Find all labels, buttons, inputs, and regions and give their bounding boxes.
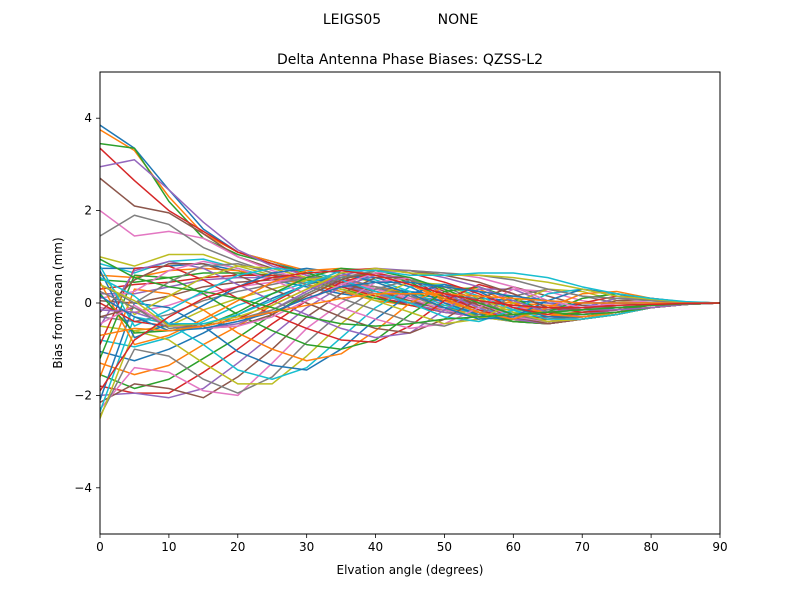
x-tick-label: 40 xyxy=(368,540,383,554)
x-tick-label: 70 xyxy=(575,540,590,554)
series-line-54 xyxy=(100,269,720,392)
x-tick-label: 30 xyxy=(299,540,314,554)
series-line-30 xyxy=(100,283,720,412)
x-tick-label: 0 xyxy=(96,540,104,554)
series-line-53 xyxy=(100,258,720,327)
x-tick-label: 10 xyxy=(161,540,176,554)
series-line-33 xyxy=(100,274,720,359)
x-tick-label: 80 xyxy=(643,540,658,554)
y-tick-label: −4 xyxy=(74,481,92,495)
y-tick-label: 4 xyxy=(84,111,92,125)
y-tick-label: −2 xyxy=(74,388,92,402)
y-axis-label: Bias from mean (mm) xyxy=(51,237,65,368)
chart-title: Delta Antenna Phase Biases: QZSS-L2 xyxy=(277,52,543,68)
series-line-52 xyxy=(100,293,720,337)
y-tick-label: 0 xyxy=(84,296,92,310)
plot-lines xyxy=(100,124,720,419)
x-axis-label: Elvation angle (degrees) xyxy=(337,563,484,577)
y-axis: −4 −2 0 2 4 xyxy=(74,111,100,495)
x-tick-label: 90 xyxy=(712,540,727,554)
series-line-50 xyxy=(100,269,720,325)
y-tick-label: 2 xyxy=(84,204,92,218)
suptitle-right: NONE xyxy=(438,12,479,28)
x-tick-label: 20 xyxy=(230,540,245,554)
suptitle-left: LEIGS05 xyxy=(323,12,381,28)
x-tick-label: 50 xyxy=(437,540,452,554)
x-tick-label: 60 xyxy=(506,540,521,554)
x-axis: 0 10 20 30 40 50 60 70 80 90 xyxy=(96,534,728,554)
